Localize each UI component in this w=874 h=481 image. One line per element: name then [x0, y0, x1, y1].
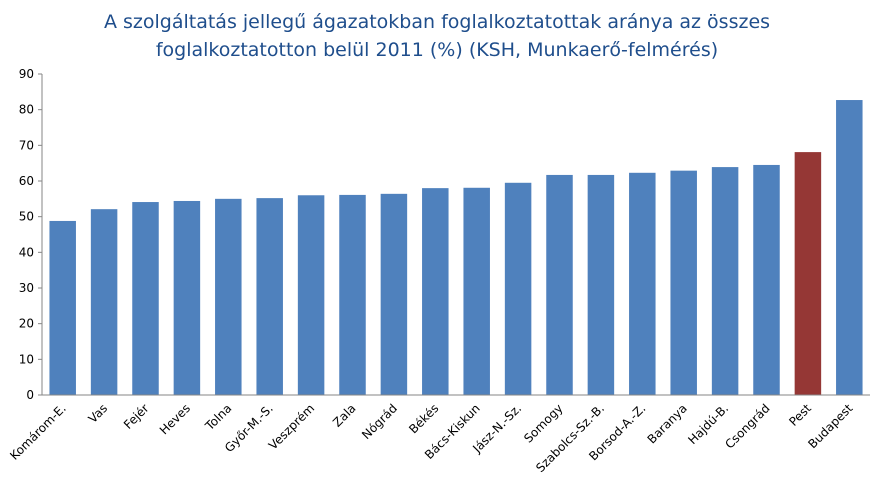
bar [49, 220, 76, 395]
bar [753, 164, 780, 395]
bar [90, 209, 118, 395]
chart-title: A szolgáltatás jellegű ágazatokban fogla… [103, 11, 771, 61]
bar [546, 174, 573, 395]
bar [587, 174, 615, 395]
x-tick-label: Pest [786, 401, 814, 429]
x-tick-label: Csongrád [722, 401, 772, 451]
bar [132, 202, 159, 395]
x-tick-label: Baranya [645, 401, 690, 446]
x-tick-label: Békés [406, 401, 441, 436]
x-tick-label: Heves [157, 401, 193, 437]
bar [670, 170, 697, 395]
y-tick-label: 0 [26, 388, 34, 402]
bar [794, 152, 822, 395]
x-tick-label: Nógrád [359, 401, 400, 442]
bar [380, 193, 408, 395]
y-tick-label: 70 [19, 138, 34, 152]
y-tick-label: 20 [19, 317, 34, 331]
bar [711, 167, 739, 395]
x-tick-label: Komárom-E. [7, 401, 69, 463]
bar [173, 200, 201, 395]
bar [297, 195, 325, 395]
bar [836, 100, 863, 395]
bar [339, 194, 366, 395]
y-tick-label: 10 [19, 352, 34, 366]
bar [256, 198, 283, 395]
bar [504, 182, 532, 395]
bar [215, 198, 242, 395]
x-tick-label: Budapest [805, 401, 855, 451]
y-tick-label: 80 [19, 103, 34, 117]
x-tick-label: Zala [330, 401, 358, 429]
bar [422, 188, 449, 395]
bar [463, 187, 490, 395]
y-tick-label: 50 [19, 210, 34, 224]
y-tick-label: 90 [19, 67, 34, 81]
x-tick-label: Vas [86, 401, 111, 426]
y-tick-label: 60 [19, 174, 34, 188]
x-tick-label: Tolna [202, 401, 234, 433]
y-tick-label: 30 [19, 281, 34, 295]
x-tick-label: Fejér [121, 401, 152, 432]
bar [629, 172, 656, 395]
y-tick-label: 40 [19, 245, 34, 259]
